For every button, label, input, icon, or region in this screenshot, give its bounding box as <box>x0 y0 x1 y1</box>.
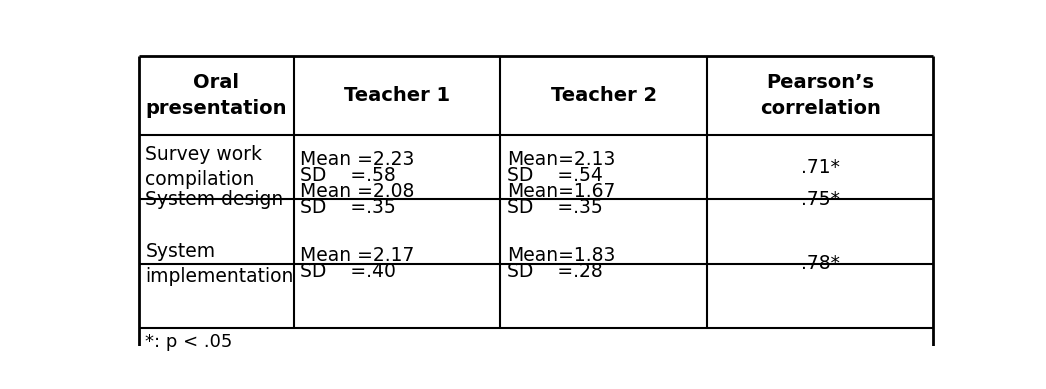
Text: Mean =2.23: Mean =2.23 <box>300 150 414 169</box>
Text: .71*: .71* <box>800 158 840 177</box>
Text: Mean =2.08: Mean =2.08 <box>300 182 414 201</box>
Text: Pearson’s
correlation: Pearson’s correlation <box>759 73 881 118</box>
Text: .75*: .75* <box>800 190 840 209</box>
Text: System design: System design <box>145 190 283 209</box>
Text: Teacher 1: Teacher 1 <box>344 86 450 105</box>
Text: Survey work
compilation: Survey work compilation <box>145 145 263 189</box>
Text: SD    =.54: SD =.54 <box>507 166 602 185</box>
Text: System
implementation: System implementation <box>145 242 294 286</box>
Text: *: p < .05: *: p < .05 <box>145 333 232 351</box>
Text: Mean=2.13: Mean=2.13 <box>507 150 615 169</box>
Text: Mean =2.17: Mean =2.17 <box>300 246 414 265</box>
Text: SD    =.28: SD =.28 <box>507 263 602 281</box>
Text: SD    =.35: SD =.35 <box>507 198 602 217</box>
Text: SD    =.35: SD =.35 <box>300 198 396 217</box>
Text: Mean=1.83: Mean=1.83 <box>507 246 615 265</box>
Text: .78*: .78* <box>800 254 840 273</box>
Text: SD    =.58: SD =.58 <box>300 166 396 185</box>
Text: Mean=1.67: Mean=1.67 <box>507 182 615 201</box>
Text: SD    =.40: SD =.40 <box>300 263 396 281</box>
Text: Oral
presentation: Oral presentation <box>145 73 287 118</box>
Text: Teacher 2: Teacher 2 <box>550 86 657 105</box>
